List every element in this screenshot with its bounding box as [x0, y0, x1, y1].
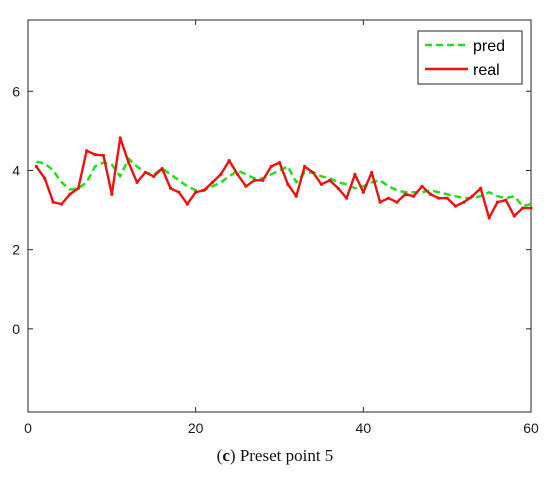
- data-point-real: [76, 186, 80, 190]
- series-line-pred: [36, 157, 532, 208]
- data-point-real: [93, 153, 97, 157]
- y-tick-label: 0: [12, 321, 20, 337]
- data-point-real: [68, 192, 72, 196]
- legend-label-real: real: [473, 62, 500, 79]
- data-point-real: [235, 172, 240, 177]
- data-point-real: [34, 164, 38, 169]
- data-point-real: [370, 170, 374, 175]
- data-point-real: [152, 174, 156, 179]
- data-point-real: [244, 184, 248, 188]
- data-point-real: [319, 182, 324, 186]
- data-point-real: [420, 184, 424, 188]
- data-point-real: [118, 136, 122, 140]
- data-point-real: [504, 198, 508, 202]
- data-point-real: [185, 202, 189, 206]
- data-point-real: [269, 164, 273, 169]
- series-layer: [34, 136, 533, 220]
- caption-panel-label: c: [222, 446, 230, 465]
- data-point-real: [177, 190, 181, 194]
- data-point-real: [277, 160, 282, 165]
- data-point-real: [286, 182, 290, 186]
- data-point-real: [470, 194, 474, 198]
- data-point-real: [194, 190, 198, 194]
- data-point-real: [336, 186, 340, 190]
- x-tick-label: 40: [356, 420, 372, 436]
- y-tick-label: 2: [12, 242, 20, 258]
- x-tick-label: 20: [188, 420, 204, 436]
- data-point-real: [261, 178, 265, 182]
- data-point-real: [487, 216, 491, 220]
- data-point-real: [311, 170, 315, 175]
- data-point-real: [303, 164, 307, 169]
- data-point-real: [101, 153, 106, 158]
- data-point-real: [437, 196, 441, 200]
- data-point-real: [202, 188, 206, 192]
- y-tick-label: 4: [12, 162, 20, 178]
- data-point-real: [479, 186, 483, 190]
- data-point-real: [110, 192, 114, 196]
- series-line-real: [35, 136, 531, 220]
- data-point-real: [135, 180, 139, 184]
- data-point-real: [328, 178, 332, 182]
- figure-caption: (c) Preset point 5: [216, 446, 334, 465]
- data-point-real: [403, 192, 407, 196]
- data-point-real: [160, 166, 164, 171]
- y-axis: 0 2 4 6: [12, 83, 531, 337]
- chart: 0 2 4 6 0 20 40 60 pred real: [12, 19, 539, 436]
- legend-label-pred: pred: [473, 38, 505, 55]
- data-point-real: [294, 194, 298, 198]
- data-point-real: [495, 200, 500, 204]
- data-point-real: [168, 186, 173, 190]
- data-point-real: [521, 206, 525, 210]
- data-point-real: [353, 172, 357, 177]
- caption-text: Preset point 5: [235, 446, 334, 465]
- x-axis: 0 20 40 60: [24, 20, 539, 436]
- data-point-real: [462, 200, 466, 204]
- data-point-real: [361, 190, 365, 194]
- data-point-real: [378, 200, 382, 204]
- data-point-real: [386, 196, 391, 200]
- data-point-real: [43, 176, 47, 180]
- data-point-real: [395, 200, 399, 204]
- data-point-real: [85, 149, 89, 153]
- data-point-real: [252, 178, 256, 182]
- data-point-real: [512, 214, 516, 218]
- y-tick-label: 6: [12, 83, 20, 99]
- data-point-real: [445, 196, 449, 200]
- x-tick-label: 60: [523, 420, 539, 436]
- data-point-real: [143, 170, 147, 175]
- data-point-real: [453, 204, 458, 208]
- data-point-real: [529, 206, 533, 210]
- data-point-real: [227, 158, 231, 163]
- data-point-real: [210, 180, 215, 184]
- x-tick-label: 0: [24, 420, 32, 436]
- legend: pred real: [417, 30, 523, 85]
- data-point-real: [412, 194, 416, 198]
- data-point-real: [344, 196, 349, 200]
- data-point-real: [127, 160, 131, 165]
- legend-box: [417, 30, 523, 85]
- data-point-real: [428, 192, 432, 196]
- data-point-real: [59, 202, 64, 206]
- data-point-real: [51, 200, 55, 204]
- data-point-real: [219, 172, 223, 177]
- plot-area: [27, 19, 532, 413]
